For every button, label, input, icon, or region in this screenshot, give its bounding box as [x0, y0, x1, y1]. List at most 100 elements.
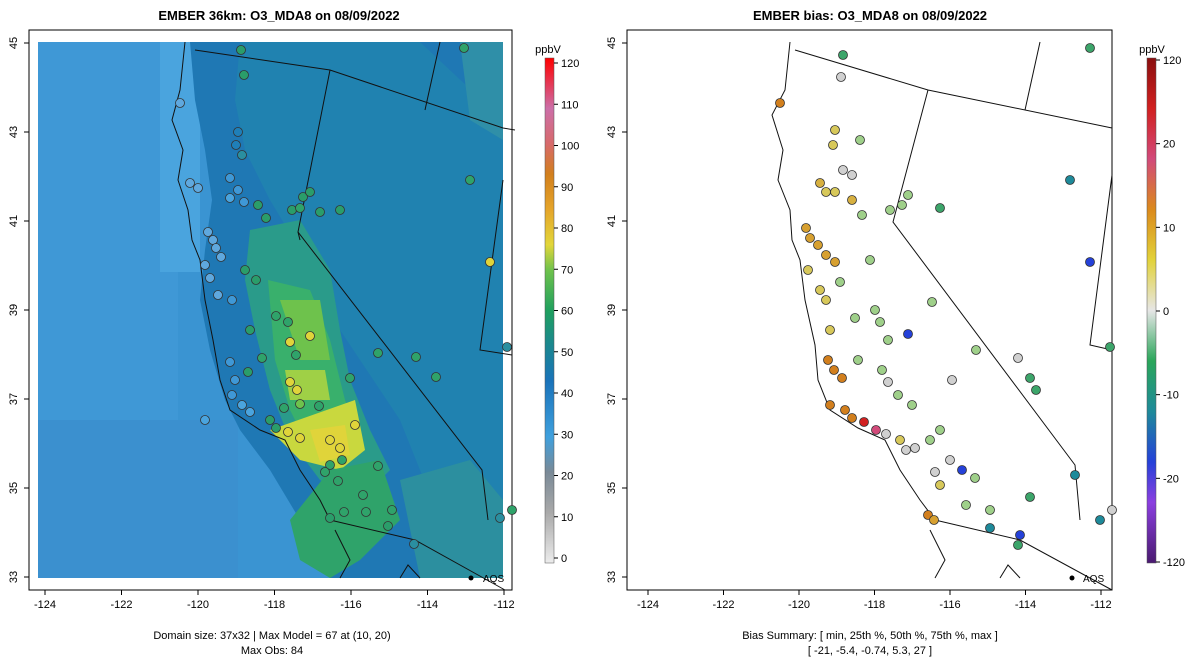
right-monitor-dot: [1025, 492, 1035, 502]
left-monitor-dot: [283, 317, 293, 327]
left-legend-tick-label: 120: [561, 58, 579, 70]
left-legend-tick-label: 100: [561, 141, 579, 153]
right-monitor-dot: [935, 480, 945, 490]
right-monitor-dot: [883, 335, 893, 345]
left-monitor-dot: [325, 435, 335, 445]
left-monitor-dot: [200, 260, 210, 270]
left-monitor-dot: [295, 203, 305, 213]
left-legend-tick-label: 80: [561, 223, 573, 235]
left-monitor-dot: [185, 178, 195, 188]
right-ytick-label: 43: [606, 126, 618, 138]
right-monitor-dot: [877, 365, 887, 375]
right-xtick-label: -122: [712, 599, 734, 611]
right-ytick-label: 41: [606, 215, 618, 227]
left-legend-tick-label: 90: [561, 182, 573, 194]
left-monitor-dot: [335, 443, 345, 453]
left-monitor-dot: [291, 350, 301, 360]
right-color-legend: ppbV 120 20 10 0 -10 -20 -120: [1139, 44, 1185, 569]
right-ytick-label: 33: [606, 571, 618, 583]
right-monitor-dot: [838, 165, 848, 175]
left-legend-tick-label: 70: [561, 264, 573, 276]
left-xtick-label: -120: [187, 599, 209, 611]
left-monitor-dot: [409, 539, 419, 549]
right-monitor-dot: [855, 135, 865, 145]
right-monitor-dot: [883, 377, 893, 387]
right-legend-tick-label: 20: [1163, 139, 1175, 151]
left-monitor-dot: [361, 507, 371, 517]
right-monitor-dot: [847, 170, 857, 180]
left-monitor-dot: [253, 200, 263, 210]
right-monitor-dot: [830, 187, 840, 197]
right-legend-unit: ppbV: [1139, 44, 1165, 56]
right-monitor-dot: [875, 317, 885, 327]
right-monitor-dot: [830, 125, 840, 135]
right-monitor-dot: [885, 205, 895, 215]
right-monitor-dot: [881, 429, 891, 439]
right-monitor-dot: [837, 373, 847, 383]
left-monitor-dot: [237, 400, 247, 410]
left-ytick-label: 33: [8, 571, 20, 583]
right-monitor-dot: [857, 210, 867, 220]
right-monitor-dot: [895, 435, 905, 445]
right-monitor-dot: [847, 195, 857, 205]
right-monitor-dot: [840, 405, 850, 415]
right-monitor-dot: [1085, 43, 1095, 53]
right-ytick-label: 35: [606, 482, 618, 494]
right-monitor-dot: [971, 345, 981, 355]
left-monitor-dot: [383, 521, 393, 531]
right-panel: EMBER bias: O3_MDA8 on 08/09/2022 AQS -1…: [606, 8, 1185, 657]
left-monitor-dot: [227, 295, 237, 305]
left-axes: -124 -122 -120 -118 -116 -114 -112 45 43 41 39 37 35…: [8, 37, 515, 611]
left-monitor-dot: [358, 490, 368, 500]
right-monitor-dot: [813, 240, 823, 250]
right-monitor-dot: [903, 329, 913, 339]
right-monitor-dot: [803, 265, 813, 275]
left-monitor-dot: [239, 70, 249, 80]
left-ytick-label: 41: [8, 215, 20, 227]
right-monitor-dot: [850, 313, 860, 323]
left-monitor-dot: [485, 257, 495, 267]
left-monitor-dot: [305, 331, 315, 341]
left-footer-line1: Domain size: 37x32 | Max Model = 67 at (…: [153, 630, 390, 642]
left-monitor-dot: [265, 415, 275, 425]
left-borders: [171, 41, 516, 591]
right-bias-dots: [775, 43, 1117, 550]
left-monitor-dot: [203, 227, 213, 237]
left-monitor-dot: [243, 367, 253, 377]
right-monitor-dot: [1095, 515, 1105, 525]
left-monitor-dot: [285, 377, 295, 387]
right-monitor-dot: [775, 98, 785, 108]
right-ytick-label: 39: [606, 304, 618, 316]
right-legend-tick-label: 120: [1163, 55, 1181, 67]
right-monitor-dot: [836, 72, 846, 82]
left-monitor-dot: [350, 420, 360, 430]
left-legend-unit: ppbV: [535, 44, 561, 56]
left-monitor-dot: [205, 273, 215, 283]
left-monitor-dot: [233, 185, 243, 195]
right-panel-title: EMBER bias: O3_MDA8 on 08/09/2022: [753, 8, 987, 23]
left-monitor-dot: [239, 197, 249, 207]
right-monitor-dot: [1105, 342, 1115, 352]
right-monitor-dot: [835, 277, 845, 287]
right-aqs-legend: AQS: [1069, 574, 1104, 585]
right-monitor-dot: [823, 355, 833, 365]
left-monitor-dot: [251, 275, 261, 285]
right-monitor-dot: [825, 325, 835, 335]
left-monitor-dots: [175, 43, 517, 549]
right-legend-ticks: 120 20 10 0 -10 -20 -120: [1156, 55, 1185, 569]
right-monitor-dot: [871, 425, 881, 435]
left-xtick-label: -114: [417, 599, 438, 611]
right-monitor-dot: [903, 190, 913, 200]
right-monitor-dot: [910, 443, 920, 453]
left-legend-tick-label: 60: [561, 306, 573, 318]
left-monitor-dot: [227, 390, 237, 400]
left-monitor-dot: [216, 252, 226, 262]
right-legend-tick-label: -120: [1163, 557, 1185, 569]
right-monitor-dot: [870, 305, 880, 315]
left-monitor-dot: [295, 399, 305, 409]
right-monitor-dot: [970, 473, 980, 483]
right-xtick-label: -124: [637, 599, 659, 611]
